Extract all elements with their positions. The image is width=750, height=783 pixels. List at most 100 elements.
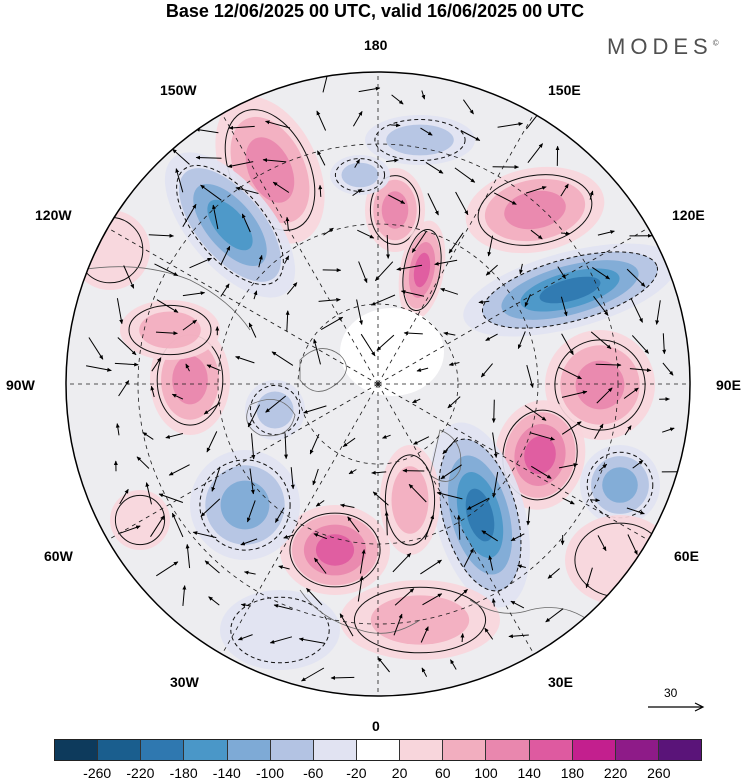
wind-vector [211, 466, 221, 492]
wind-vector [492, 471, 499, 498]
wind-vector [284, 255, 290, 264]
colorbar-tick-label: -100 [255, 765, 285, 781]
wind-vector [478, 300, 490, 305]
colorbar-swatch [227, 740, 271, 760]
wind-vector [251, 433, 256, 460]
meridian-line [377, 383, 535, 655]
wind-vector [408, 483, 427, 503]
coastline [246, 398, 296, 437]
wind-vector [182, 585, 187, 606]
negative-anomaly-contour [220, 480, 270, 530]
wind-vector [357, 575, 364, 602]
colorbar-swatch [356, 740, 401, 760]
wind-vector [394, 588, 415, 606]
wind-vector [454, 167, 476, 183]
anomaly-isoline [477, 174, 593, 246]
wind-vector [585, 567, 593, 589]
wind-vector [258, 254, 263, 268]
wind-vector [235, 186, 259, 194]
wind-vector [249, 468, 255, 495]
wind-vector [313, 338, 321, 365]
negative-anomaly-contour [207, 199, 253, 251]
wind-vector [655, 300, 661, 325]
wind-vector [171, 393, 184, 400]
colorbar-tick-label: 260 [647, 765, 671, 781]
wind-vector [246, 500, 256, 523]
wind-vector [558, 366, 582, 380]
wind-vector [342, 437, 356, 448]
wind-vector [384, 511, 389, 536]
wind-vector [440, 288, 459, 295]
wind-vector [558, 463, 579, 469]
wind-vector [527, 143, 543, 164]
wind-vector [317, 150, 326, 166]
positive-anomaly-contour [413, 252, 431, 288]
wind-vector [150, 515, 165, 537]
wind-vector [340, 503, 355, 508]
wind-vector [301, 667, 325, 682]
wind-vector [265, 395, 287, 413]
wind-vector [271, 351, 294, 366]
wind-vector [561, 390, 588, 398]
wind-vector [390, 123, 401, 128]
positive-anomaly-contour [70, 210, 150, 290]
wind-vector [358, 261, 368, 284]
wind-vector [481, 530, 498, 542]
wind-vector [662, 333, 667, 355]
wind-vector [596, 387, 613, 404]
wind-vector [492, 432, 498, 458]
wind-vector [529, 432, 555, 441]
wind-vector [561, 421, 582, 435]
wind-vector [454, 589, 468, 602]
wind-vector [491, 399, 496, 423]
anomaly-isoline [128, 304, 212, 356]
wind-vector [244, 570, 256, 575]
wind-vector [393, 613, 403, 636]
wind-vector [547, 568, 560, 579]
positive-anomaly-contour [110, 490, 170, 550]
wind-vector [156, 561, 179, 577]
colorbar-tick-label: 140 [517, 765, 541, 781]
wind-vector [427, 193, 439, 216]
wind-vector [262, 158, 287, 163]
wind-vector [524, 294, 531, 307]
wind-vector [450, 659, 457, 670]
wind-vector [630, 298, 643, 323]
colorbar-swatch [98, 740, 142, 760]
wind-vector [400, 290, 425, 297]
wind-vector [298, 637, 325, 644]
positive-anomaly-contour [565, 515, 675, 605]
lon-label-30w: 30W [170, 674, 199, 690]
wind-vector [86, 365, 112, 372]
colorbar [54, 739, 702, 761]
wind-vector [123, 265, 135, 289]
negative-anomaly-contour [539, 276, 601, 304]
wind-vector [352, 188, 363, 197]
wind-vector [203, 402, 221, 415]
wind-vector [627, 534, 638, 556]
colorbar-swatch [270, 740, 314, 760]
meridian-line [221, 383, 379, 655]
wind-vector [195, 127, 219, 134]
positive-anomaly-contour [575, 360, 625, 410]
wind-vector [119, 525, 141, 534]
colorbar-swatch [658, 740, 702, 760]
wind-vector [200, 498, 221, 517]
wind-vector [510, 600, 525, 609]
wind-vector [88, 337, 104, 360]
wind-vector [598, 463, 608, 472]
lon-label-120e: 120E [672, 207, 705, 223]
polar-cap [340, 308, 444, 396]
wind-vector [560, 183, 569, 197]
lon-label-150e: 150E [548, 82, 581, 98]
brand-logo: MODES© [607, 34, 719, 60]
colorbar-swatch [313, 740, 357, 760]
wind-vector [460, 633, 465, 643]
wind-vector [360, 333, 376, 357]
wind-vector [274, 507, 285, 523]
wind-vector [228, 125, 255, 130]
lon-label-30e: 30E [548, 674, 573, 690]
colorbar-swatch [141, 740, 185, 760]
negative-anomaly-contour [465, 488, 495, 542]
